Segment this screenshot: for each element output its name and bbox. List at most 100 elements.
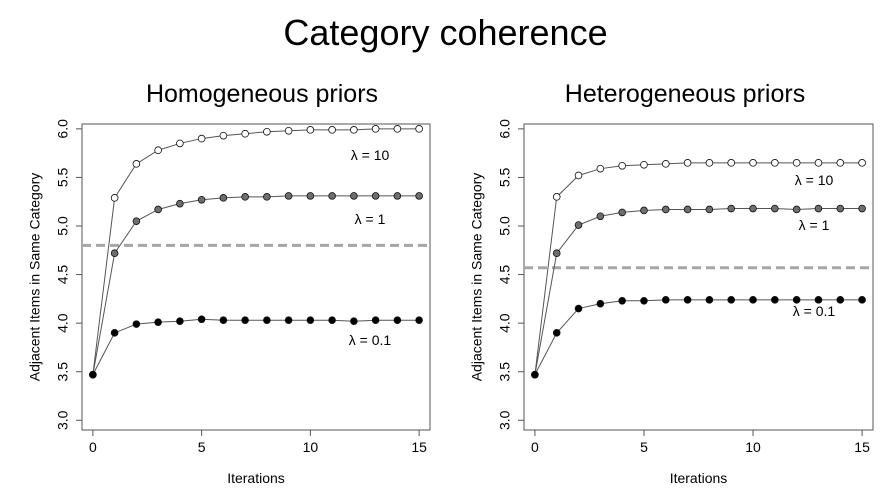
- data-point-lambda-0-1: [154, 318, 162, 326]
- series-line-lambda-0-1: [534, 299, 863, 375]
- y-tick-label: 4.5: [55, 265, 71, 285]
- data-point-lambda-0-1: [393, 316, 402, 325]
- data-point-lambda-1: [350, 192, 358, 200]
- data-point-lambda-1: [263, 193, 271, 201]
- data-point-lambda-10: [574, 171, 583, 180]
- data-point-lambda-1: [792, 205, 801, 214]
- data-point-lambda-1: [814, 204, 823, 213]
- data-point-lambda-0-1: [640, 296, 648, 305]
- data-point-lambda-10: [683, 159, 692, 167]
- data-point-lambda-1: [415, 192, 423, 200]
- data-point-lambda-1: [771, 204, 779, 213]
- y-tick-label: 3.0: [497, 410, 513, 430]
- data-point-lambda-10: [771, 159, 779, 167]
- data-point-lambda-1: [661, 205, 670, 214]
- data-point-lambda-10: [350, 126, 358, 134]
- x-tick-label: 0: [89, 439, 97, 455]
- data-point-lambda-10: [661, 160, 670, 168]
- series-label-lambda-1: λ = 1: [355, 211, 386, 227]
- data-point-lambda-10: [176, 139, 184, 148]
- data-point-lambda-0-1: [132, 320, 141, 328]
- data-point-lambda-10: [284, 127, 293, 135]
- y-tick-label: 6.0: [55, 119, 71, 139]
- data-point-lambda-1: [705, 205, 714, 214]
- data-point-lambda-0-1: [661, 296, 670, 304]
- data-point-lambda-0-1: [89, 370, 97, 379]
- series-line-lambda-0-1: [92, 318, 420, 375]
- y-tick-label: 3.5: [55, 362, 71, 382]
- data-point-lambda-10: [328, 126, 336, 134]
- x-tick-label: 10: [745, 439, 761, 455]
- data-point-lambda-0-1: [531, 370, 539, 379]
- figure-title: Category coherence: [283, 12, 608, 53]
- data-point-lambda-1: [176, 199, 184, 208]
- data-point-lambda-0-1: [574, 304, 583, 313]
- y-tick-label: 5.0: [55, 216, 71, 236]
- plot-frame: [523, 123, 874, 431]
- data-point-lambda-1: [219, 194, 228, 202]
- data-point-lambda-0-1: [596, 299, 605, 308]
- y-tick-label: 4.0: [55, 313, 71, 333]
- y-tick-label: 4.0: [497, 313, 513, 333]
- data-point-lambda-0-1: [328, 316, 336, 325]
- data-point-lambda-1: [241, 193, 249, 201]
- y-axis-title: Adjacent Items in Same Category: [469, 173, 485, 382]
- y-tick-label: 5.5: [497, 167, 513, 187]
- series-line-lambda-10: [92, 128, 420, 375]
- data-point-lambda-1: [618, 208, 626, 217]
- data-point-lambda-1: [371, 192, 380, 200]
- data-point-lambda-1: [683, 205, 692, 214]
- data-point-lambda-0-1: [350, 317, 358, 326]
- data-point-lambda-0-1: [110, 329, 119, 337]
- y-tick-label: 5.0: [497, 216, 513, 236]
- data-point-lambda-10: [154, 146, 162, 155]
- y-tick-label: 4.5: [497, 265, 513, 285]
- data-point-lambda-10: [393, 125, 402, 133]
- data-point-lambda-0-1: [415, 316, 423, 325]
- data-point-lambda-1: [640, 206, 648, 215]
- series-label-lambda-0-1: λ = 0.1: [793, 303, 836, 319]
- data-point-lambda-0-1: [858, 296, 866, 304]
- data-point-lambda-0-1: [176, 317, 184, 326]
- chart-panel-2: 0 5 10 15 3.0 3.5 4.0 4.5 5.0 5.5 6.0 Iterations Adj…: [469, 119, 874, 486]
- data-point-lambda-0-1: [683, 296, 692, 304]
- y-tick-label: 6.0: [497, 119, 513, 139]
- y-axis-title: Adjacent Items in Same Category: [27, 173, 43, 382]
- data-point-lambda-0-1: [792, 296, 801, 304]
- chart-panel-1: 0 5 10 15 3.0 3.5 4.0 4.5 5.0 5.5 6.0 Iterations Adj…: [27, 119, 431, 486]
- data-point-lambda-1: [727, 204, 736, 213]
- x-tick-label: 15: [411, 439, 427, 455]
- plot-frame: [81, 123, 431, 431]
- data-point-lambda-0-1: [552, 329, 561, 337]
- data-point-lambda-10: [814, 159, 823, 167]
- data-point-lambda-0-1: [836, 296, 845, 304]
- y-tick-label: 5.5: [55, 167, 71, 187]
- series-line-lambda-10: [534, 162, 863, 375]
- x-tick-label: 15: [854, 439, 870, 455]
- data-point-lambda-10: [858, 159, 866, 167]
- series-line-lambda-1: [534, 208, 863, 375]
- data-point-lambda-1: [858, 204, 866, 213]
- data-point-lambda-10: [836, 159, 845, 167]
- data-point-lambda-10: [263, 127, 271, 136]
- data-point-lambda-10: [241, 129, 249, 138]
- data-point-lambda-10: [705, 159, 714, 167]
- data-point-lambda-1: [154, 205, 162, 214]
- data-point-lambda-10: [640, 161, 648, 169]
- data-point-lambda-0-1: [219, 316, 228, 325]
- data-point-lambda-0-1: [814, 296, 823, 304]
- data-point-lambda-10: [596, 164, 605, 173]
- series-line-lambda-1: [92, 195, 420, 375]
- data-point-lambda-0-1: [306, 316, 315, 325]
- data-point-lambda-1: [284, 192, 293, 200]
- y-tick-label: 3.5: [497, 362, 513, 382]
- data-point-lambda-0-1: [618, 296, 626, 305]
- data-point-lambda-10: [219, 131, 228, 140]
- data-point-lambda-1: [197, 195, 206, 204]
- data-point-lambda-0-1: [241, 316, 249, 325]
- series-label-lambda-10: λ = 10: [795, 172, 834, 188]
- panel-title-homogeneous: Homogeneous priors: [145, 80, 379, 108]
- panel-title-heterogeneous: Heterogeneous priors: [564, 80, 806, 108]
- x-tick-label: 10: [303, 439, 319, 455]
